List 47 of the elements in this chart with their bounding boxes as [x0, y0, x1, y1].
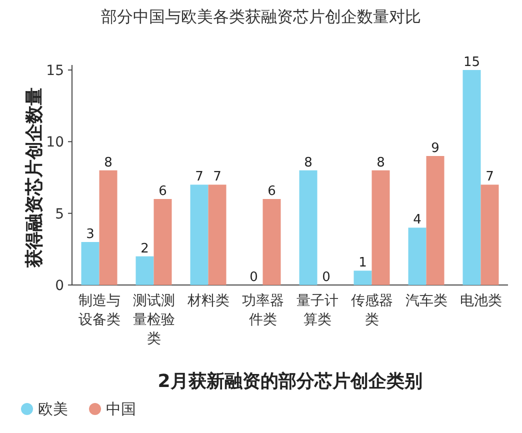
y-tick-label: 5 [55, 206, 64, 222]
data-label: 7 [213, 170, 222, 185]
data-label: 9 [431, 141, 440, 156]
y-axis-title: 获得融资芯片创企数量 [24, 88, 45, 268]
data-label: 3 [86, 227, 94, 242]
data-label: 2 [140, 241, 149, 256]
x-tick-label: 汽车类 [405, 293, 448, 309]
data-label: 6 [158, 184, 167, 199]
x-tick-label: 制造与设备类 [78, 293, 120, 328]
data-label: 8 [304, 155, 312, 170]
bar [354, 270, 372, 285]
x-tick-label: 电池类 [460, 293, 502, 309]
x-tick-label: 传感器类 [350, 293, 393, 328]
data-label: 0 [322, 270, 330, 285]
bar [372, 170, 390, 285]
x-tick-label: 功率器件类 [242, 293, 284, 328]
y-tick-label: 10 [46, 134, 64, 151]
data-label: 7 [195, 170, 204, 185]
bar [299, 170, 318, 285]
data-label: 0 [250, 270, 258, 285]
y-tick-label: 15 [46, 63, 64, 79]
x-tick-label: 量子计算类 [296, 293, 338, 328]
bar [81, 242, 100, 285]
bar [99, 170, 118, 285]
x-tick-label: 材料类 [186, 293, 230, 309]
bar [154, 199, 172, 285]
data-label: 6 [268, 184, 276, 199]
x-axis-title: 2月获新融资的部分芯片创企类别 [158, 371, 422, 392]
data-label: 1 [358, 256, 367, 271]
bar [136, 256, 154, 285]
data-label: 8 [376, 155, 385, 170]
bar [462, 70, 481, 285]
y-tick-label: 0 [55, 278, 64, 294]
legend-label: 欧美 [38, 400, 68, 418]
bar [408, 228, 426, 285]
bar [262, 199, 281, 285]
bar [208, 184, 226, 285]
data-label: 8 [104, 155, 112, 170]
data-label: 4 [413, 212, 422, 228]
bar [480, 184, 499, 285]
chart-title: 部分中国与欧美各类获融资芯片创企数量对比 [101, 7, 421, 26]
bar [190, 184, 208, 285]
legend-label: 中国 [106, 400, 136, 418]
bar [426, 156, 444, 285]
x-tick-label: 测试测量检验类 [132, 293, 175, 347]
data-label: 15 [463, 55, 480, 70]
data-label: 7 [486, 170, 494, 185]
